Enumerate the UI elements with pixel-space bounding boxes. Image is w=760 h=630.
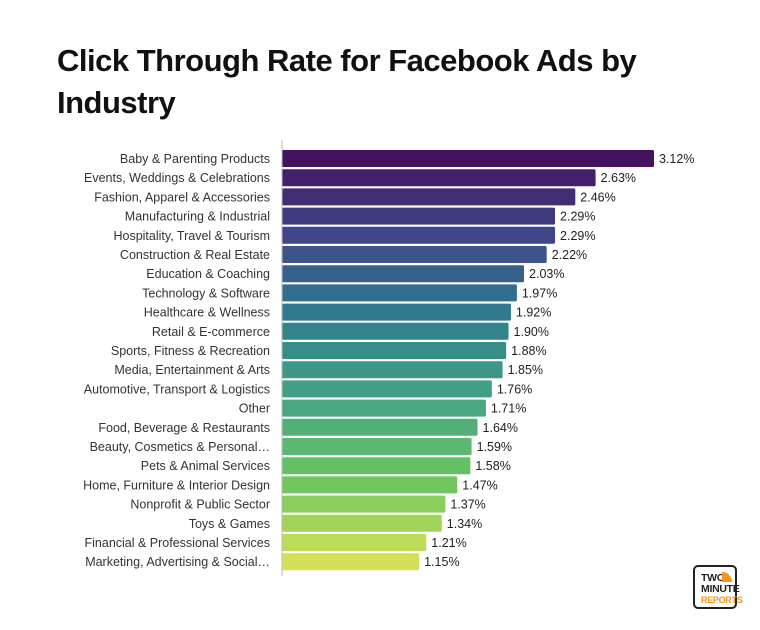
data-label: 2.03% <box>529 267 564 281</box>
bar <box>282 169 596 187</box>
category-label: Baby & Parenting Products <box>120 152 270 166</box>
bar <box>282 188 576 206</box>
bar <box>282 438 472 455</box>
data-label: 1.92% <box>516 306 551 320</box>
logo-quarter-circle-icon <box>722 572 732 582</box>
logo-line3: REPORTS <box>701 595 743 605</box>
data-label: 1.85% <box>508 363 543 377</box>
data-label: 1.37% <box>450 498 485 512</box>
category-label: Home, Furniture & Interior Design <box>83 478 270 492</box>
bar <box>282 322 509 340</box>
category-label: Marketing, Advertising & Social… <box>85 555 270 569</box>
data-label: 2.46% <box>580 190 615 204</box>
category-label: Beauty, Cosmetics & Personal… <box>90 440 270 454</box>
bar <box>282 284 517 302</box>
category-label: Healthcare & Wellness <box>144 306 270 320</box>
bar <box>282 246 547 263</box>
data-label: 1.59% <box>477 440 512 454</box>
data-label: 3.12% <box>659 152 694 166</box>
data-label: 1.21% <box>431 536 466 550</box>
data-label: 1.76% <box>497 382 532 396</box>
bar <box>282 476 458 494</box>
bar <box>282 361 503 379</box>
data-label: 1.71% <box>491 402 526 416</box>
chart-title: Click Through Rate for Facebook Ads by I… <box>57 43 637 120</box>
category-label: Fashion, Apparel & Accessories <box>94 190 270 204</box>
data-label: 1.15% <box>424 555 459 569</box>
category-label: Education & Coaching <box>146 267 270 281</box>
bar <box>282 150 654 167</box>
data-label: 1.34% <box>447 517 482 531</box>
bar <box>282 342 507 359</box>
category-label: Automotive, Transport & Logistics <box>84 382 270 396</box>
bar <box>282 303 511 321</box>
logo-line2: MINUTE <box>701 583 740 595</box>
bar <box>282 534 427 551</box>
logo-line1: TWO <box>701 572 725 584</box>
category-label: Technology & Software <box>142 286 270 300</box>
category-label: Financial & Professional Services <box>85 536 271 550</box>
category-label: Manufacturing & Industrial <box>125 210 270 224</box>
data-label: 2.29% <box>560 229 595 243</box>
category-label: Events, Weddings & Celebrations <box>84 171 270 185</box>
bar <box>282 418 478 436</box>
bar <box>282 457 471 475</box>
category-label: Construction & Real Estate <box>120 248 270 262</box>
category-label: Other <box>239 402 270 416</box>
bar <box>282 553 420 571</box>
data-label: 1.90% <box>514 325 549 339</box>
category-label: Retail & E-commerce <box>152 325 270 339</box>
bar <box>282 207 556 225</box>
data-label: 2.63% <box>601 171 636 185</box>
category-label: Pets & Animal Services <box>141 459 270 473</box>
category-label: Toys & Games <box>189 517 270 531</box>
bar <box>282 380 492 398</box>
data-label: 2.22% <box>552 248 587 262</box>
data-label: 1.47% <box>462 478 497 492</box>
bar <box>282 226 556 244</box>
data-label: 1.58% <box>475 459 510 473</box>
category-label: Media, Entertainment & Arts <box>114 363 270 377</box>
category-label: Sports, Fitness & Recreation <box>111 344 270 358</box>
bar <box>282 514 442 532</box>
two-minute-reports-logo: TWO MINUTE REPORTS <box>693 565 743 609</box>
data-label: 1.64% <box>483 421 518 435</box>
bar <box>282 495 446 513</box>
category-label: Hospitality, Travel & Tourism <box>113 229 270 243</box>
data-label: 1.97% <box>522 286 557 300</box>
bar <box>282 399 486 417</box>
data-label: 2.29% <box>560 210 595 224</box>
category-label: Nonprofit & Public Sector <box>130 498 270 512</box>
data-label: 1.88% <box>511 344 546 358</box>
bar <box>282 265 525 283</box>
category-label: Food, Beverage & Restaurants <box>98 421 270 435</box>
